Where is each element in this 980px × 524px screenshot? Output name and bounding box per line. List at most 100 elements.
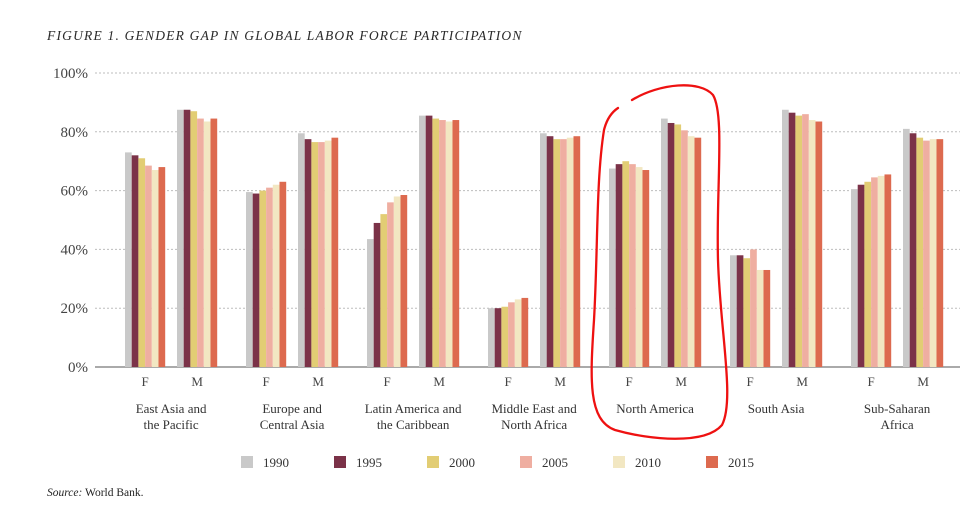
legend-swatch [241, 456, 253, 468]
bar [432, 118, 440, 367]
bar [884, 174, 892, 367]
bar [864, 181, 872, 367]
group-label: F [625, 374, 632, 389]
bar [331, 137, 339, 367]
chart-title: FIGURE 1. GENDER GAP IN GLOBAL LABOR FOR… [47, 28, 523, 43]
bars [125, 109, 944, 367]
region-label: Latin America and [365, 401, 462, 416]
bar [750, 249, 757, 367]
bar [367, 239, 374, 367]
group-label: F [141, 374, 148, 389]
source-text: World Bank. [85, 487, 144, 499]
bar [923, 140, 930, 367]
bar [802, 114, 809, 367]
bar [877, 175, 885, 367]
bar [629, 164, 636, 367]
group-label: F [867, 374, 874, 389]
bar [681, 130, 688, 367]
bar [279, 181, 287, 367]
bar [400, 195, 408, 367]
region-label: the Pacific [143, 417, 198, 432]
group-label: M [191, 374, 203, 389]
bar [661, 118, 668, 367]
legend-label: 1995 [356, 455, 382, 470]
bar [687, 136, 695, 367]
region-label: the Caribbean [377, 417, 450, 432]
group-label: F [746, 374, 753, 389]
bar [857, 184, 865, 367]
annotation [590, 84, 729, 440]
bar [936, 139, 944, 367]
bar [521, 297, 529, 367]
group-label: M [675, 374, 687, 389]
bar [131, 155, 139, 367]
bar [266, 187, 273, 367]
legend-swatch [427, 456, 439, 468]
legend: 1990 1995 2000 2005 2010 2015 [241, 455, 754, 470]
bar [909, 133, 917, 367]
bar [246, 192, 253, 367]
bar [615, 164, 623, 367]
bar [763, 269, 771, 367]
bar [553, 139, 561, 367]
region-label: North America [616, 401, 694, 416]
bar [445, 121, 453, 367]
bar [782, 109, 789, 367]
legend-label: 1990 [263, 455, 289, 470]
region-label: East Asia and [136, 401, 207, 416]
bar [501, 306, 509, 367]
bar [788, 112, 796, 367]
group-label: M [312, 374, 324, 389]
legend-label: 2010 [635, 455, 661, 470]
bar [642, 170, 650, 367]
y-tick-label: 60% [61, 184, 89, 200]
bar [197, 118, 204, 367]
bar [916, 137, 924, 367]
bar [158, 167, 166, 367]
bar [452, 120, 460, 367]
bar [622, 161, 630, 367]
region-label: South Asia [748, 401, 805, 416]
bar [125, 152, 132, 367]
bar [138, 158, 146, 367]
bar [177, 109, 184, 367]
source-note: Source: World Bank. [47, 487, 144, 499]
bar [514, 299, 522, 367]
bar [259, 190, 267, 367]
bar [311, 142, 319, 367]
bar [667, 122, 675, 367]
y-tick-label: 0% [68, 360, 88, 376]
bar [540, 133, 547, 367]
bar [252, 193, 260, 367]
group-label: M [433, 374, 445, 389]
bar [488, 308, 495, 367]
group-label: F [383, 374, 390, 389]
region-label: North Africa [501, 417, 567, 432]
group-label: M [917, 374, 929, 389]
bar [929, 139, 937, 367]
bar [851, 189, 858, 367]
bar [203, 121, 211, 367]
legend-label: 2005 [542, 455, 568, 470]
region-label: Europe and [262, 401, 322, 416]
legend-label: 2015 [728, 455, 754, 470]
bar [609, 168, 616, 367]
group-label: M [554, 374, 566, 389]
bar [324, 140, 332, 367]
bar [272, 184, 280, 367]
bar [808, 120, 816, 367]
bar [393, 196, 401, 367]
bar [298, 133, 305, 367]
legend-label: 2000 [449, 455, 475, 470]
bar [743, 258, 751, 367]
bar [439, 120, 446, 367]
region-label: Africa [880, 417, 913, 432]
bar [756, 269, 764, 367]
bar [560, 139, 567, 367]
legend-swatch [613, 456, 625, 468]
bar [425, 115, 433, 367]
bar [304, 139, 312, 367]
y-tick-label: 80% [61, 125, 89, 141]
group-label: F [262, 374, 269, 389]
